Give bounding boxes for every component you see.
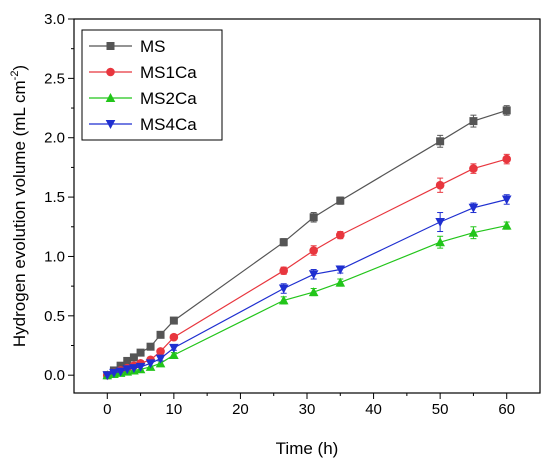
data-point (109, 368, 119, 378)
y-axis-title-superscript: -2 (9, 71, 21, 81)
series-line (107, 158, 507, 376)
y-axis-title: Hydrogen evolution volume (mL cm-2) (9, 65, 29, 347)
data-point (279, 238, 288, 247)
legend-label: MS1Ca (140, 63, 197, 82)
y-tick-label: 1.0 (44, 248, 65, 265)
data-point (308, 270, 319, 280)
data-point (169, 332, 179, 342)
x-axis-title: Time (h) (276, 439, 339, 458)
data-point (335, 277, 346, 287)
data-point (469, 117, 478, 126)
data-point (129, 353, 138, 362)
data-point (115, 367, 126, 377)
data-point (136, 348, 145, 357)
x-tick-label: 30 (299, 401, 316, 418)
data-point (335, 230, 345, 240)
data-point (436, 137, 445, 146)
y-axis-title-end: ) (10, 65, 29, 71)
legend-item-ms4ca: MS4Ca (89, 115, 197, 134)
series-line (107, 198, 507, 376)
y-tick-label: 1.5 (44, 189, 65, 206)
data-point (129, 364, 139, 374)
legend-marker (106, 67, 115, 77)
data-point (336, 196, 345, 205)
data-point (435, 218, 445, 228)
data-point (435, 237, 445, 247)
data-point (135, 362, 146, 372)
data-point (122, 365, 133, 375)
data-point (468, 227, 479, 237)
x-tick-label: 60 (498, 401, 515, 418)
legend-marker (105, 120, 116, 129)
data-point (156, 347, 165, 356)
data-point (502, 154, 512, 164)
legend-item-ms1ca: MS1Ca (89, 63, 197, 82)
y-tick-label: 3.0 (44, 11, 65, 28)
series-ms (103, 105, 511, 380)
y-tick-label: 0.0 (44, 367, 65, 384)
data-point (169, 316, 178, 325)
data-point (501, 195, 512, 205)
series-layer (102, 105, 512, 381)
legend-box (81, 29, 223, 141)
data-point (278, 295, 289, 305)
legend-label: MS4Ca (140, 115, 197, 134)
data-point (155, 354, 166, 364)
data-point (116, 361, 125, 370)
y-axis-title-main: Hydrogen evolution volume (mL cm (10, 80, 29, 347)
series-ms1ca (102, 153, 512, 380)
data-point (435, 180, 445, 190)
axis-ticks: 0 10 20 30 40 50 60 0.0 0.5 1.0 1.5 2.0 2.5 3.0 (44, 11, 515, 418)
x-tick-label: 0 (103, 401, 111, 418)
data-point (279, 266, 289, 276)
data-point (169, 343, 179, 353)
legend-label: MS2Ca (140, 89, 197, 108)
legend-marker (106, 42, 115, 50)
data-point (146, 342, 155, 351)
data-point (468, 203, 479, 213)
x-tick-label: 10 (166, 401, 183, 418)
x-tick-label: 50 (432, 401, 449, 418)
legend-marker (105, 93, 116, 102)
x-tick-label: 40 (365, 401, 382, 418)
data-point (502, 106, 511, 115)
data-point (123, 356, 132, 365)
y-tick-label: 0.5 (44, 308, 65, 325)
data-point (469, 164, 478, 173)
x-tick-label: 20 (232, 401, 249, 418)
data-point (145, 359, 156, 369)
data-point (169, 350, 179, 360)
data-point (309, 213, 318, 222)
legend: MS MS1Ca MS2Ca MS4Ca (81, 29, 223, 141)
data-point (501, 220, 512, 230)
legend-item-ms: MS (89, 37, 166, 56)
legend-item-ms2ca: MS2Ca (89, 89, 197, 108)
series-line (106, 109, 507, 376)
data-point (102, 371, 113, 381)
y-tick-label: 2.0 (44, 130, 65, 147)
data-point (308, 287, 319, 297)
legend-label: MS (140, 37, 166, 56)
y-tick-label: 2.5 (44, 70, 65, 87)
data-point (309, 246, 318, 255)
data-point (156, 330, 165, 339)
data-point (335, 265, 346, 275)
series-ms4ca (102, 194, 512, 381)
data-point (278, 284, 289, 294)
